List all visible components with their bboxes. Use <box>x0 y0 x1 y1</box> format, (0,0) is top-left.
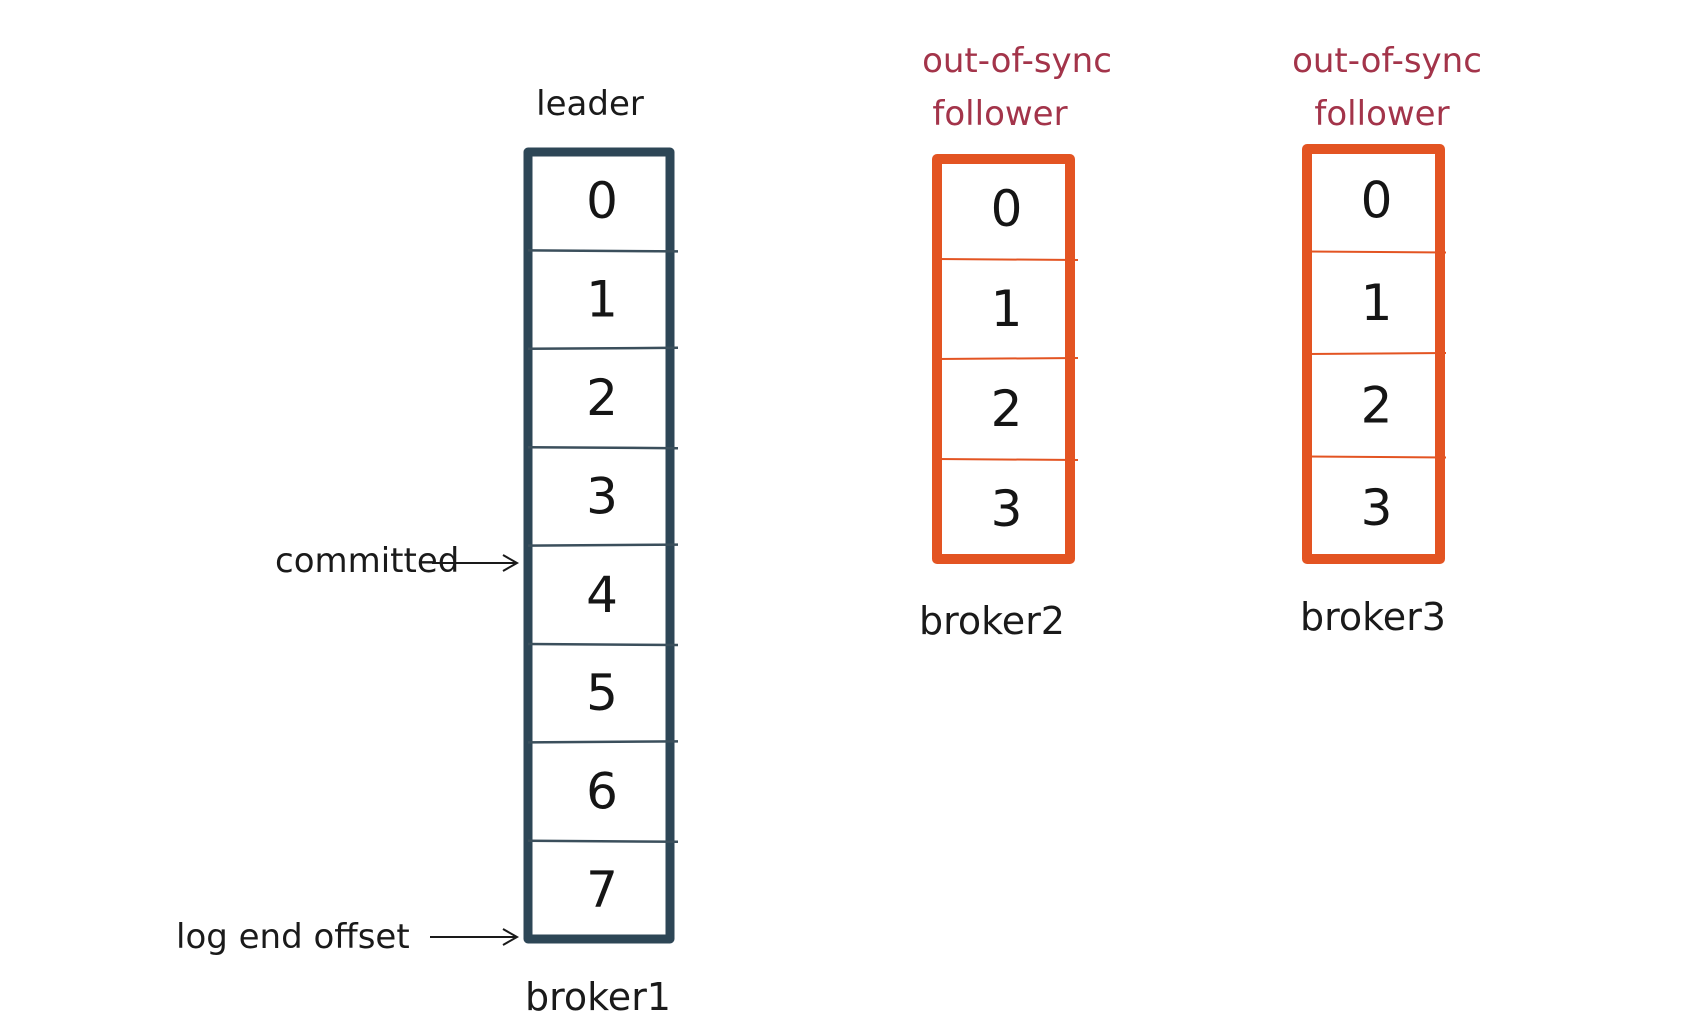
broker1-offset-5: 5 <box>586 664 618 722</box>
broker3-cell-divider <box>1306 352 1447 355</box>
committed-arrowhead-icon <box>502 554 520 572</box>
log-end-offset-arrowhead-icon <box>502 928 520 946</box>
broker1-offset-7: 7 <box>586 861 618 919</box>
broker1-offset-1: 1 <box>586 271 618 329</box>
broker3-header-line1: out-of-sync <box>1292 41 1482 81</box>
broker2-group: out-of-sync follower 0 1 2 3 broker2 <box>919 41 1112 643</box>
broker1-cell-divider <box>527 642 679 647</box>
broker1-cell-divider <box>527 445 679 450</box>
broker1-offset-3: 3 <box>586 467 618 525</box>
log-end-offset-annotation: log end offset <box>176 917 520 957</box>
broker2-offset-3: 3 <box>991 480 1023 538</box>
broker3-log-cells: 0 1 2 3 <box>1306 171 1447 537</box>
broker3-label: broker3 <box>1300 595 1446 639</box>
broker1-offset-2: 2 <box>586 369 618 427</box>
committed-annotation: committed <box>275 541 520 581</box>
broker3-offset-3: 3 <box>1361 479 1393 537</box>
broker1-cell-divider <box>527 346 679 351</box>
broker3-offset-1: 1 <box>1361 274 1393 332</box>
broker1-offset-6: 6 <box>586 763 618 821</box>
broker2-cell-divider <box>936 458 1079 461</box>
broker1-log-cells: 0 1 2 3 4 5 6 7 <box>527 172 679 919</box>
broker2-log-cells: 0 1 2 3 <box>936 180 1079 538</box>
broker3-offset-0: 0 <box>1361 171 1393 229</box>
broker2-cell-divider <box>936 357 1079 360</box>
broker3-group: out-of-sync follower 0 1 2 3 broker3 <box>1292 41 1482 639</box>
broker1-cell-divider <box>527 249 679 253</box>
broker1-cell-divider <box>527 740 679 744</box>
broker2-offset-2: 2 <box>991 380 1023 438</box>
broker1-cell-divider <box>527 543 679 547</box>
broker3-offset-2: 2 <box>1361 376 1393 434</box>
broker2-header-line2: follower <box>932 94 1067 134</box>
broker2-label: broker2 <box>919 599 1065 643</box>
broker1-group: leader 0 1 2 3 4 5 6 7 broker1 <box>523 84 679 1019</box>
broker1-offset-4: 4 <box>586 566 618 624</box>
broker3-cell-divider <box>1306 455 1447 459</box>
broker1-offset-0: 0 <box>586 172 618 230</box>
broker3-header-line2: follower <box>1314 94 1449 134</box>
broker2-offset-1: 1 <box>991 280 1023 338</box>
leader-header: leader <box>536 84 644 124</box>
broker2-cell-divider <box>936 258 1079 261</box>
broker2-offset-0: 0 <box>991 180 1023 238</box>
log-end-offset-label: log end offset <box>176 917 410 957</box>
broker3-cell-divider <box>1306 250 1447 254</box>
broker2-header-line1: out-of-sync <box>922 41 1112 81</box>
committed-label: committed <box>275 541 459 581</box>
broker1-cell-divider <box>527 839 679 844</box>
broker1-label: broker1 <box>525 975 671 1019</box>
